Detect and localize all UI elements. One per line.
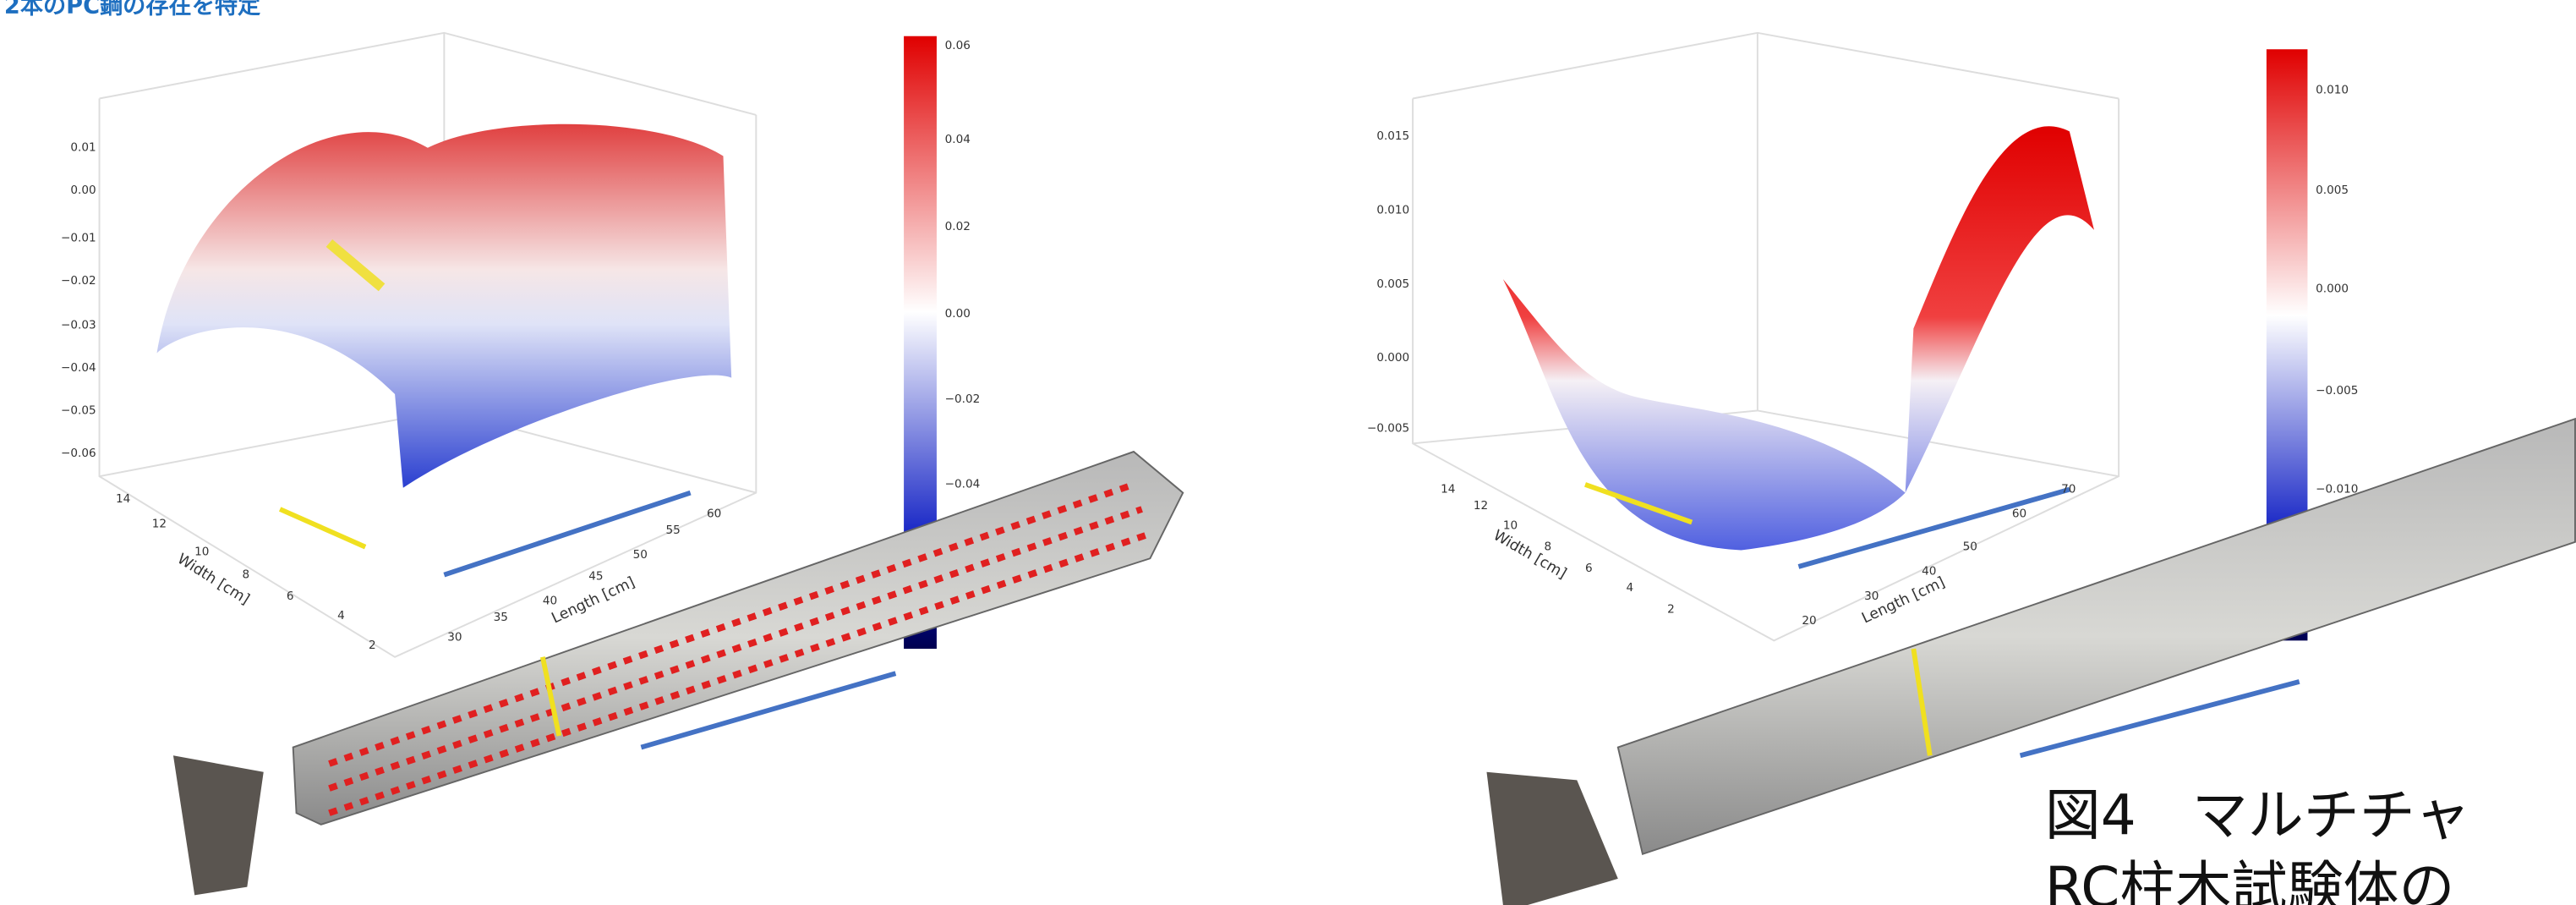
width-tick-label: 6 — [1585, 562, 1593, 575]
colorbar-tick-label: −0.02 — [945, 392, 981, 406]
z-tick-label: 0.005 — [1376, 277, 1409, 291]
page: 2本のPC鋼の存在を特定 0.01 0.00 −0.01 −0.02 −0.03 −0.0… — [0, 0, 2576, 905]
beam-end-left — [173, 755, 264, 895]
colorbar-tick-label: −0.010 — [2316, 483, 2358, 496]
colorbar-tick-label: 0.010 — [2316, 84, 2349, 97]
z-tick-label: −0.05 — [61, 403, 96, 417]
length-tick-label: 70 — [2061, 483, 2076, 496]
z-tick-label: −0.02 — [61, 274, 96, 288]
length-tick-label: 20 — [1802, 614, 1816, 628]
colorbar-tick-label: 0.06 — [945, 39, 971, 52]
width-tick-label: 10 — [194, 545, 209, 558]
colorbar-tick-label: −0.005 — [2316, 384, 2358, 398]
slide: 2本のPC鋼の存在を特定 0.01 0.00 −0.01 −0.02 −0.03 −0.0… — [0, 0, 2576, 905]
width-tick-label: 12 — [1474, 499, 1488, 513]
width-tick-label: 2 — [369, 639, 376, 652]
width-axis-label: Width [cm] — [1490, 527, 1570, 583]
length-tick-label: 40 — [543, 595, 557, 608]
beam-end-right — [1486, 772, 1617, 905]
length-tick-label: 30 — [1864, 590, 1879, 603]
length-tick-label: 30 — [447, 630, 462, 644]
colorbar-tick-label: 0.000 — [2316, 282, 2349, 296]
z-tick-label: 0.015 — [1376, 129, 1409, 143]
width-axis-label: Width [cm] — [174, 551, 252, 608]
length-tick-label: 50 — [1963, 540, 1977, 554]
title: 2本のPC鋼の存在を特定 — [4, 0, 260, 19]
colorbar-tick-label: 0.005 — [2316, 184, 2349, 197]
width-tick-label: 2 — [1667, 602, 1675, 616]
caption-line: 図4 マルチチャ — [2045, 782, 2470, 847]
z-tick-label: −0.005 — [1367, 422, 1409, 436]
z-tick-label: 0.010 — [1376, 203, 1409, 217]
z-tick-label: 0.000 — [1376, 351, 1409, 365]
caption-line: RC柱木試験体の — [2045, 855, 2455, 905]
width-tick-label: 12 — [152, 517, 167, 530]
surface-left — [157, 124, 732, 488]
width-tick-label: 8 — [242, 568, 249, 582]
colorbar-tick-label: −0.04 — [945, 478, 981, 491]
length-tick-label: 45 — [588, 569, 603, 583]
z-tick-label: 0.01 — [70, 141, 96, 155]
colorbar-tick-label: 0.00 — [945, 307, 971, 321]
z-tick-label: −0.04 — [61, 361, 96, 375]
z-tick-label: −0.03 — [61, 318, 96, 332]
width-tick-label: 8 — [1544, 540, 1551, 554]
z-tick-label: 0.00 — [70, 184, 96, 197]
length-tick-label: 55 — [666, 524, 681, 537]
width-tick-label: 6 — [287, 590, 294, 603]
length-tick-label: 60 — [707, 507, 721, 521]
width-tick-label: 14 — [116, 492, 130, 506]
width-tick-label: 14 — [1441, 483, 1455, 496]
length-tick-label: 50 — [633, 548, 648, 562]
beam-left — [293, 452, 1184, 825]
colorbar-tick-label: 0.04 — [945, 133, 971, 146]
width-tick-label: 4 — [1627, 581, 1634, 595]
z-tick-label: −0.01 — [61, 231, 96, 244]
z-tick-label: −0.06 — [61, 447, 96, 460]
colorbar-tick-label: 0.02 — [945, 220, 971, 233]
length-tick-label: 60 — [2012, 507, 2026, 521]
width-tick-label: 4 — [337, 609, 345, 623]
length-tick-label: 35 — [494, 611, 508, 624]
